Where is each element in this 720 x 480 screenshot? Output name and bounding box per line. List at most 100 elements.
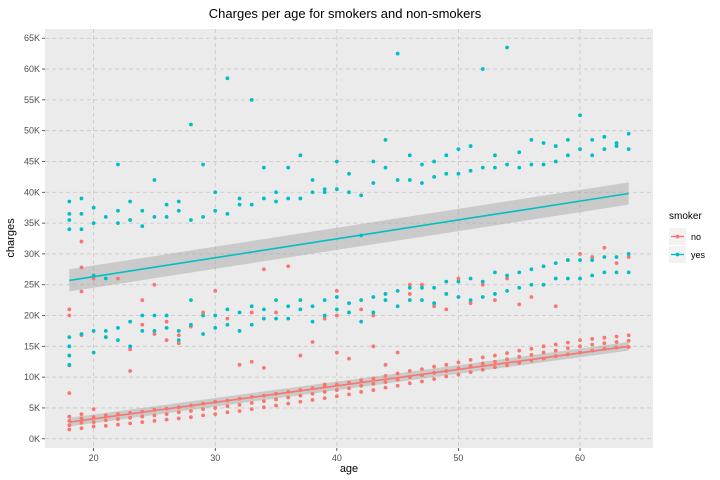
point-no: [493, 365, 497, 370]
point-yes: [614, 141, 619, 145]
point-yes: [444, 171, 449, 176]
x-axis-ticks: 20 30 40 50 60: [89, 448, 585, 463]
point-yes: [128, 199, 133, 204]
point-no: [164, 338, 169, 343]
point-no: [359, 390, 364, 394]
legend-point-yes: [675, 252, 680, 257]
point-no: [261, 267, 266, 272]
point-yes: [626, 252, 631, 256]
point-yes: [286, 196, 291, 201]
point-yes: [371, 295, 376, 299]
point-no: [140, 420, 145, 425]
point-yes: [152, 178, 157, 182]
point-no: [371, 313, 376, 318]
point-yes: [383, 298, 388, 303]
point-yes: [444, 292, 449, 296]
point-no: [140, 322, 145, 327]
point-yes: [298, 153, 303, 158]
y-tick-label: 60K: [24, 64, 40, 74]
point-yes: [189, 322, 193, 327]
point-no: [310, 340, 315, 344]
point-no: [140, 298, 145, 303]
point-no: [79, 239, 84, 244]
point-yes: [456, 147, 461, 152]
point-yes: [420, 162, 424, 167]
point-yes: [626, 131, 631, 136]
point-no: [201, 407, 205, 412]
point-no: [334, 388, 339, 392]
point-no: [517, 354, 522, 359]
point-no: [201, 413, 205, 418]
point-no: [590, 255, 595, 259]
point-no: [590, 342, 595, 347]
point-yes: [116, 325, 120, 330]
point-yes: [128, 344, 133, 349]
point-no: [578, 344, 582, 349]
point-yes: [371, 310, 376, 315]
point-no: [298, 399, 303, 404]
x-tick-label: 20: [89, 453, 99, 463]
point-no: [103, 423, 108, 428]
point-no: [274, 310, 278, 315]
point-yes: [553, 144, 558, 148]
point-yes: [237, 329, 242, 333]
point-no: [407, 381, 412, 386]
point-no: [407, 282, 412, 287]
point-no: [176, 410, 181, 415]
point-no: [383, 374, 388, 378]
point-no: [553, 348, 558, 353]
y-tick-label: 5K: [29, 403, 40, 413]
point-yes: [493, 270, 497, 275]
point-yes: [79, 332, 84, 336]
point-yes: [420, 181, 424, 185]
point-yes: [116, 162, 120, 167]
point-yes: [164, 202, 169, 207]
trend-line-no: [69, 345, 629, 423]
point-yes: [164, 313, 169, 318]
point-yes: [249, 322, 254, 327]
point-no: [152, 282, 157, 287]
y-tick-label: 55K: [24, 95, 40, 105]
point-no: [347, 386, 351, 391]
point-yes: [541, 264, 546, 269]
point-yes: [456, 295, 461, 299]
point-no: [213, 406, 218, 410]
point-no: [67, 391, 72, 396]
trend-lines: [69, 192, 629, 423]
point-no: [505, 351, 509, 356]
point-yes: [493, 153, 497, 158]
point-no: [480, 355, 485, 360]
point-yes: [298, 196, 303, 201]
point-yes: [602, 255, 607, 259]
point-no: [322, 382, 327, 387]
point-no: [128, 369, 133, 373]
point-yes: [322, 190, 327, 195]
y-tick-label: 10K: [24, 372, 40, 382]
point-yes: [359, 319, 364, 324]
point-no: [201, 310, 205, 315]
point-no: [383, 385, 388, 390]
point-yes: [67, 344, 72, 349]
point-yes: [407, 178, 412, 182]
point-yes: [456, 171, 461, 176]
point-yes: [590, 273, 595, 278]
point-yes: [505, 288, 509, 293]
point-no: [614, 261, 619, 266]
y-tick-label: 40K: [24, 187, 40, 197]
point-no: [79, 412, 84, 417]
point-yes: [407, 153, 412, 158]
point-no: [79, 265, 84, 270]
point-no: [176, 416, 181, 421]
point-yes: [395, 178, 400, 182]
point-yes: [140, 208, 145, 213]
point-no: [444, 374, 449, 379]
point-no: [395, 350, 400, 355]
point-yes: [298, 307, 303, 312]
point-no: [456, 276, 461, 281]
point-no: [602, 341, 607, 346]
point-no: [249, 401, 254, 405]
point-no: [286, 395, 291, 400]
point-yes: [176, 199, 181, 204]
x-tick-label: 30: [210, 453, 220, 463]
y-tick-label: 15K: [24, 341, 40, 351]
